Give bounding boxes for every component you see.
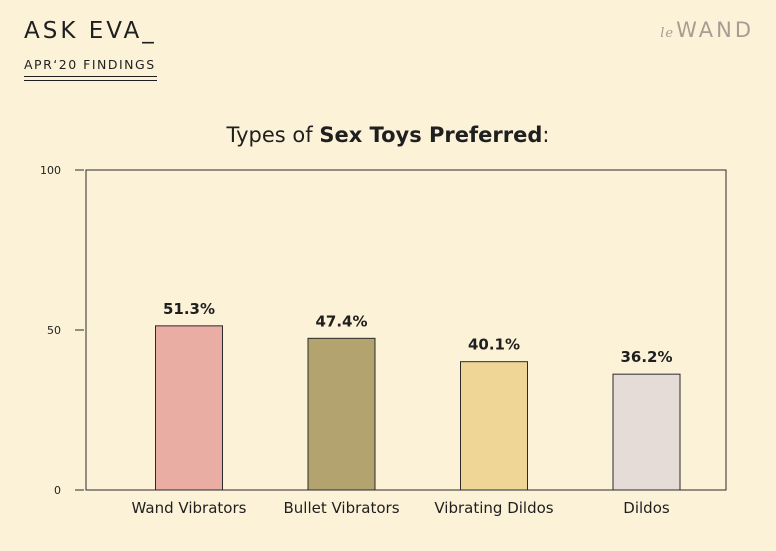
findings-subtitle: APR‘20 FINDINGS [24,57,156,72]
y-tick-label: 0 [54,484,61,497]
data-label: 47.4% [315,312,367,330]
subtitle-rule-top [24,76,157,77]
data-label: 51.3% [163,300,215,318]
logo-wordmark: WAND [676,18,754,42]
y-tick-label: 100 [40,164,61,177]
chart-title: Types of Sex Toys Preferred: [0,123,776,147]
plot-frame [85,169,727,491]
x-tick-label: Vibrating Dildos [434,499,553,517]
chart-title-bold: Sex Toys Preferred [319,123,543,147]
chart-title-suffix: : [542,123,550,147]
brand-logo: leWAND [660,18,754,42]
app-title: ASK EVA_ [24,18,157,44]
bar [612,373,681,491]
bar [307,337,376,491]
bar [460,361,528,491]
x-tick-label: Bullet Vibrators [283,499,399,517]
subtitle-rule-bottom [24,80,157,81]
x-tick-label: Wand Vibrators [132,499,247,517]
x-tick-label: Dildos [623,499,670,517]
logo-prefix: le [660,26,675,41]
y-tick-label: 50 [47,324,61,337]
data-label: 40.1% [468,336,520,354]
bar [155,325,223,491]
chart-title-prefix: Types of [226,123,320,147]
data-label: 36.2% [620,348,672,366]
